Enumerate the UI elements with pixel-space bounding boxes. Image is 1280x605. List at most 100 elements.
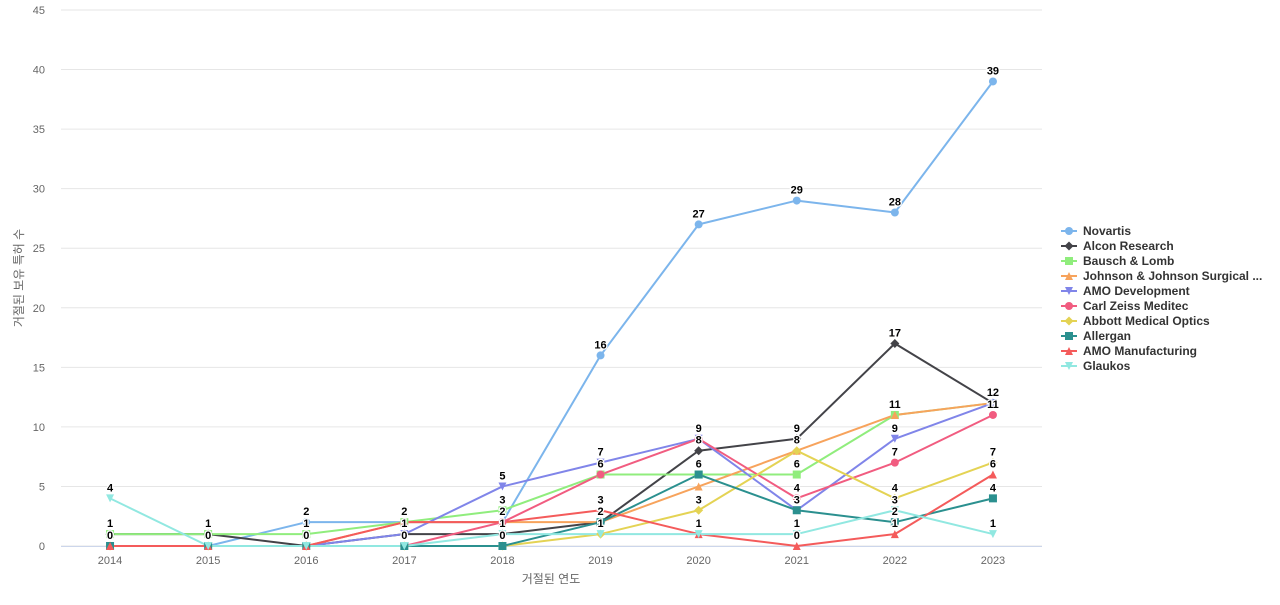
legend-swatch: [1061, 346, 1077, 355]
legend-swatch: [1061, 316, 1077, 325]
data-label: 1: [499, 518, 505, 530]
series-line-alcon-research[interactable]: [109, 342, 994, 547]
data-point-novartis: [302, 518, 311, 527]
data-label: 2: [499, 506, 505, 518]
legend-marker: [1065, 301, 1073, 310]
legend-marker: [1065, 226, 1073, 235]
data-label: 4: [892, 482, 899, 494]
y-tick-label: 15: [33, 362, 45, 374]
data-point-abbott-medical-optics: [792, 446, 802, 456]
x-tick-label: 2017: [392, 555, 416, 567]
y-tick-label: 40: [33, 65, 45, 77]
data-point-carl-zeiss-meditec: [596, 470, 605, 479]
data-label: 6: [990, 459, 996, 471]
data-label: 7: [892, 447, 898, 459]
legend-item-bausch-lomb[interactable]: Bausch & Lomb: [1060, 253, 1262, 268]
data-point-bausch-lomb: [792, 470, 801, 479]
series-line-amo-manufacturing[interactable]: [109, 473, 994, 547]
data-label: 16: [594, 339, 606, 351]
legend-item-johnson-johnson-surgical[interactable]: Johnson & Johnson Surgical ...: [1060, 268, 1262, 283]
series-line-novartis[interactable]: [109, 80, 994, 547]
data-point-amo-manufacturing: [400, 518, 409, 527]
data-point-abbott-medical-optics: [890, 493, 900, 503]
data-point-glaukos: [988, 530, 997, 539]
legend-item-allergan[interactable]: Allergan: [1060, 328, 1262, 343]
data-label: 4: [990, 482, 997, 494]
data-label: 11: [987, 399, 999, 411]
data-label: 9: [696, 423, 702, 435]
legend-item-glaukos[interactable]: Glaukos: [1060, 358, 1262, 373]
data-point-glaukos: [498, 530, 507, 539]
legend-swatch: [1061, 271, 1077, 280]
data-labels: 4101021021053210167632127986312998643102…: [106, 64, 1001, 543]
x-tick-label: 2018: [490, 555, 514, 567]
data-label: 1: [205, 518, 211, 530]
data-label: 6: [794, 459, 800, 471]
data-label: 29: [791, 185, 803, 197]
data-label: 6: [696, 459, 702, 471]
legend-marker: [1065, 271, 1073, 280]
data-point-bausch-lomb: [106, 530, 115, 539]
y-tick-label: 0: [39, 541, 45, 553]
data-point-amo-development: [498, 482, 507, 491]
data-point-johnson-johnson-surgical: [694, 482, 703, 491]
series-lines: [109, 80, 994, 547]
legend-label: Novartis: [1083, 223, 1132, 238]
data-label: 1: [597, 518, 603, 530]
chart-legend: Novartis Alcon Research Bausch & Lomb Johns…: [1060, 223, 1262, 373]
legend-marker: [1065, 361, 1073, 370]
data-label: 3: [597, 494, 603, 506]
data-point-novartis: [890, 208, 899, 217]
data-point-alcon-research: [694, 446, 704, 456]
data-point-abbott-medical-optics: [694, 505, 704, 515]
legend-label: AMO Manufacturing: [1083, 343, 1197, 358]
x-tick-label: 2015: [196, 555, 220, 567]
data-label: 5: [499, 470, 505, 482]
legend-label: AMO Development: [1083, 283, 1190, 298]
data-label: 17: [889, 328, 901, 340]
legend-marker: [1065, 331, 1073, 340]
data-label: 9: [794, 423, 800, 435]
legend-swatch: [1061, 301, 1077, 310]
legend-swatch: [1061, 241, 1077, 250]
data-point-amo-development: [400, 530, 409, 539]
data-point-glaukos: [204, 542, 213, 550]
data-label: 12: [987, 387, 999, 399]
series-line-allergan[interactable]: [109, 473, 994, 547]
y-tick-label: 30: [33, 184, 45, 196]
data-label: 6: [597, 459, 603, 471]
legend-item-novartis[interactable]: Novartis: [1060, 223, 1262, 238]
legend-item-amo-development[interactable]: AMO Development: [1060, 283, 1262, 298]
legend-item-carl-zeiss-meditec[interactable]: Carl Zeiss Meditec: [1060, 298, 1262, 313]
legend-item-amo-manufacturing[interactable]: AMO Manufacturing: [1060, 343, 1262, 358]
data-point-allergan: [988, 494, 997, 503]
legend-item-alcon-research[interactable]: Alcon Research: [1060, 238, 1262, 253]
legend-marker: [1064, 241, 1074, 250]
data-label: 28: [889, 196, 901, 208]
data-point-glaukos: [400, 542, 409, 550]
legend-swatch: [1061, 286, 1077, 295]
series-line-glaukos[interactable]: [109, 497, 994, 547]
y-tick-label: 35: [33, 124, 45, 136]
data-point-novartis: [988, 77, 997, 86]
data-label: 0: [794, 530, 800, 542]
x-tick-label: 2023: [981, 555, 1005, 567]
legend-item-abbott-medical-optics[interactable]: Abbott Medical Optics: [1060, 313, 1262, 328]
data-point-novartis: [792, 196, 801, 205]
legend-label: Alcon Research: [1083, 238, 1174, 253]
data-point-allergan: [792, 506, 801, 515]
y-tick-label: 25: [33, 243, 45, 255]
series-line-carl-zeiss-meditec[interactable]: [109, 413, 994, 547]
legend-label: Carl Zeiss Meditec: [1083, 298, 1189, 313]
legend-marker: [1065, 346, 1073, 355]
data-point-allergan: [596, 518, 605, 527]
data-label: 0: [303, 530, 309, 542]
series-line-bausch-lomb[interactable]: [109, 402, 994, 536]
data-point-amo-manufacturing: [890, 530, 899, 539]
data-point-glaukos: [596, 530, 605, 539]
data-point-glaukos: [694, 530, 703, 539]
data-label: 3: [499, 494, 505, 506]
legend-label: Bausch & Lomb: [1083, 253, 1175, 268]
data-label: 3: [696, 494, 702, 506]
